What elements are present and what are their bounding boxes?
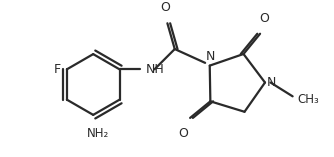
Text: O: O — [178, 127, 188, 140]
Text: NH: NH — [145, 63, 164, 76]
Text: CH₃: CH₃ — [297, 93, 319, 106]
Text: O: O — [259, 11, 269, 24]
Text: NH₂: NH₂ — [87, 127, 109, 140]
Text: F: F — [54, 63, 61, 76]
Text: N: N — [267, 76, 276, 89]
Text: N: N — [206, 50, 215, 63]
Text: O: O — [161, 1, 170, 14]
